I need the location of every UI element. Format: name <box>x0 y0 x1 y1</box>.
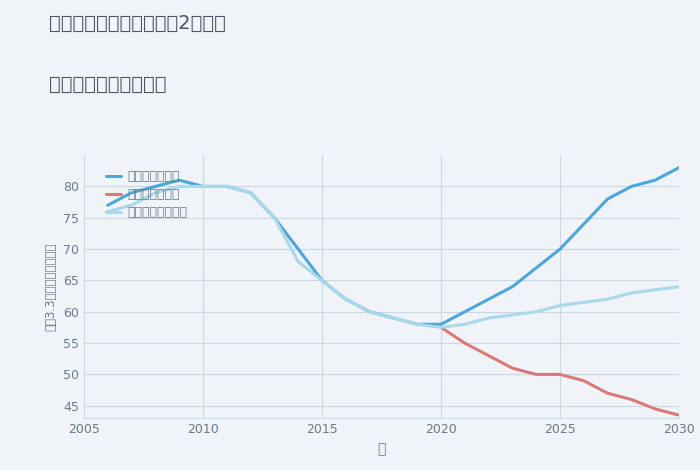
グッドシナリオ <box>580 221 588 227</box>
Line: バッドシナリオ: バッドシナリオ <box>441 328 679 415</box>
ノーマルシナリオ <box>675 284 683 290</box>
バッドシナリオ <box>556 372 564 377</box>
ノーマルシナリオ <box>508 312 517 318</box>
ノーマルシナリオ <box>532 309 540 314</box>
グッドシナリオ <box>151 184 160 189</box>
グッドシナリオ <box>294 246 302 252</box>
バッドシナリオ <box>461 340 469 346</box>
グッドシナリオ <box>532 265 540 271</box>
Line: グッドシナリオ: グッドシナリオ <box>108 168 679 324</box>
Text: 中古戸建ての価格推移: 中古戸建ての価格推移 <box>49 75 167 94</box>
グッドシナリオ <box>556 246 564 252</box>
グッドシナリオ <box>675 165 683 171</box>
バッドシナリオ <box>627 397 636 402</box>
グッドシナリオ <box>365 309 374 314</box>
ノーマルシナリオ <box>342 297 350 302</box>
グッドシナリオ <box>389 315 398 321</box>
ノーマルシナリオ <box>223 184 231 189</box>
グッドシナリオ <box>223 184 231 189</box>
ノーマルシナリオ <box>389 315 398 321</box>
ノーマルシナリオ <box>365 309 374 314</box>
ノーマルシナリオ <box>294 259 302 265</box>
バッドシナリオ <box>603 391 612 396</box>
ノーマルシナリオ <box>651 287 659 293</box>
グッドシナリオ <box>484 297 493 302</box>
ノーマルシナリオ <box>127 203 136 208</box>
グッドシナリオ <box>246 190 255 196</box>
ノーマルシナリオ <box>104 209 112 214</box>
グッドシナリオ <box>104 203 112 208</box>
グッドシナリオ <box>270 215 279 220</box>
グッドシナリオ <box>651 177 659 183</box>
ノーマルシナリオ <box>556 303 564 308</box>
ノーマルシナリオ <box>246 190 255 196</box>
ノーマルシナリオ <box>437 325 445 330</box>
バッドシナリオ <box>675 412 683 418</box>
グッドシナリオ <box>175 177 183 183</box>
ノーマルシナリオ <box>199 184 207 189</box>
グッドシナリオ <box>437 321 445 327</box>
Legend: グッドシナリオ, バッドシナリオ, ノーマルシナリオ: グッドシナリオ, バッドシナリオ, ノーマルシナリオ <box>102 166 191 223</box>
グッドシナリオ <box>603 196 612 202</box>
Y-axis label: 坪（3.3㎡）単価（万円）: 坪（3.3㎡）単価（万円） <box>45 243 57 331</box>
ノーマルシナリオ <box>484 315 493 321</box>
ノーマルシナリオ <box>413 321 421 327</box>
グッドシナリオ <box>342 297 350 302</box>
バッドシナリオ <box>532 372 540 377</box>
ノーマルシナリオ <box>270 215 279 220</box>
ノーマルシナリオ <box>627 290 636 296</box>
バッドシナリオ <box>437 325 445 330</box>
X-axis label: 年: 年 <box>377 442 386 456</box>
バッドシナリオ <box>651 406 659 412</box>
グッドシナリオ <box>508 284 517 290</box>
グッドシナリオ <box>127 190 136 196</box>
ノーマルシナリオ <box>603 297 612 302</box>
Text: 三重県名張市桔梗が丘南2番町の: 三重県名張市桔梗が丘南2番町の <box>49 14 226 33</box>
バッドシナリオ <box>580 378 588 384</box>
バッドシナリオ <box>508 365 517 371</box>
ノーマルシナリオ <box>318 278 326 283</box>
バッドシナリオ <box>484 353 493 359</box>
ノーマルシナリオ <box>151 190 160 196</box>
グッドシナリオ <box>627 184 636 189</box>
ノーマルシナリオ <box>461 321 469 327</box>
グッドシナリオ <box>461 309 469 314</box>
グッドシナリオ <box>199 184 207 189</box>
ノーマルシナリオ <box>175 184 183 189</box>
グッドシナリオ <box>318 278 326 283</box>
Line: ノーマルシナリオ: ノーマルシナリオ <box>108 187 679 328</box>
グッドシナリオ <box>413 321 421 327</box>
ノーマルシナリオ <box>580 299 588 305</box>
